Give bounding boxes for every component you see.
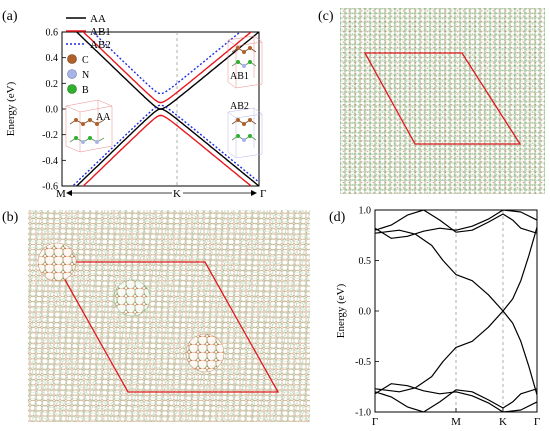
band-ab2-valence (71, 104, 259, 186)
path-arrowhead-left (66, 190, 72, 196)
legend-label-ab1: AB1 (90, 26, 111, 38)
a-ytick-label-1: -0.4 (42, 156, 58, 167)
a-ytick-label-6: 0.6 (46, 28, 59, 39)
structure-label-ab1: AB1 (230, 71, 249, 82)
d-xtick-label-1: M (451, 416, 461, 428)
nitrogen-atom-icon (67, 69, 77, 79)
d-band-3 (375, 388, 537, 412)
atom-label-c: C (82, 55, 89, 66)
moire-hbn-overlay-b (28, 210, 310, 422)
panel-a-ylabel: Energy (eV) (5, 81, 17, 136)
panel-label-b: (b) (2, 210, 19, 225)
zoom-circle-ab2 (185, 333, 225, 373)
atom-legend: C N B (67, 54, 89, 96)
path-label-gamma: Γ (260, 188, 266, 200)
panel-label-c: (c) (318, 9, 334, 24)
panel-a-legend: AA AB1 AB2 (66, 13, 111, 51)
band-ab1-valence (82, 114, 253, 186)
band-ab2-conduction (91, 32, 242, 95)
d-band-5 (375, 383, 537, 412)
d-ytick-label-2: 0.0 (359, 307, 372, 318)
zoom-circle-aa (37, 242, 77, 282)
structure-ab1: AB1 (227, 35, 263, 89)
panel-b: (b) (2, 210, 310, 422)
panel-a-bands (71, 32, 259, 186)
a-ytick-label-0: -0.6 (42, 182, 58, 193)
path-arrowhead-right (251, 190, 257, 196)
band-ab1-conduction (82, 32, 253, 104)
panel-a-y-axis: -0.6 -0.4 -0.2 0.0 0.2 0.4 0.6 (42, 28, 66, 193)
band-aa-valence (75, 108, 259, 186)
moire-atoms-c (340, 8, 545, 194)
d-ytick-label-0: -1.0 (355, 408, 371, 419)
d-ytick-label-4: 1.0 (359, 206, 372, 217)
atom-label-b: B (82, 85, 89, 96)
panel-a: (a) -0.6 -0.4 -0.2 0.0 0.2 0.4 0.6 Energy (eV)… (2, 9, 266, 200)
structure-label-ab2: AB2 (230, 101, 249, 112)
d-ytick-label-3: 0.5 (359, 256, 372, 267)
d-band-4 (375, 210, 537, 239)
panel-label-a: (a) (2, 9, 18, 24)
boron-atom-icon (67, 84, 77, 94)
panel-c: (c) (318, 8, 545, 194)
a-ytick-label-3: 0.0 (46, 105, 59, 116)
path-label-k: K (173, 188, 181, 200)
d-xtick-label-2: K (499, 416, 507, 428)
carbon-atom-icon (67, 54, 77, 64)
panel-d-y-axis: -1.0 -0.5 0.0 0.5 1.0 (355, 206, 379, 419)
structure-aa: AA (65, 99, 113, 153)
a-ytick-label-2: -0.2 (42, 130, 58, 141)
d-band-2 (375, 210, 537, 234)
d-xtick-label-3: Γ (534, 416, 540, 428)
d-xtick-label-0: Γ (372, 416, 378, 428)
atom-label-n: N (82, 70, 89, 81)
path-label-m: M (56, 188, 66, 200)
a-ytick-label-5: 0.4 (46, 53, 59, 64)
d-band-0 (375, 227, 537, 312)
legend-label-aa: AA (90, 13, 106, 25)
panel-label-d: (d) (329, 210, 346, 225)
a-ytick-label-4: 0.2 (46, 79, 59, 90)
panel-d: (d) -1.0 -0.5 0.0 0.5 1.0 Γ M K Γ Energy (eV) (329, 206, 540, 429)
zoom-circle-ab1 (113, 279, 151, 317)
panel-d-kpoint-guides (455, 210, 504, 412)
panel-d-bands (375, 210, 537, 412)
panel-d-ylabel: Energy (eV) (335, 283, 347, 338)
supercell-outline-b (53, 261, 280, 393)
d-band-1 (375, 310, 537, 395)
legend-label-ab2: AB2 (90, 39, 111, 51)
structure-ab2: AB2 (227, 101, 263, 159)
structure-label-aa: AA (96, 112, 111, 123)
d-ytick-label-1: -0.5 (355, 357, 371, 368)
supercell-outline-c (363, 52, 522, 145)
